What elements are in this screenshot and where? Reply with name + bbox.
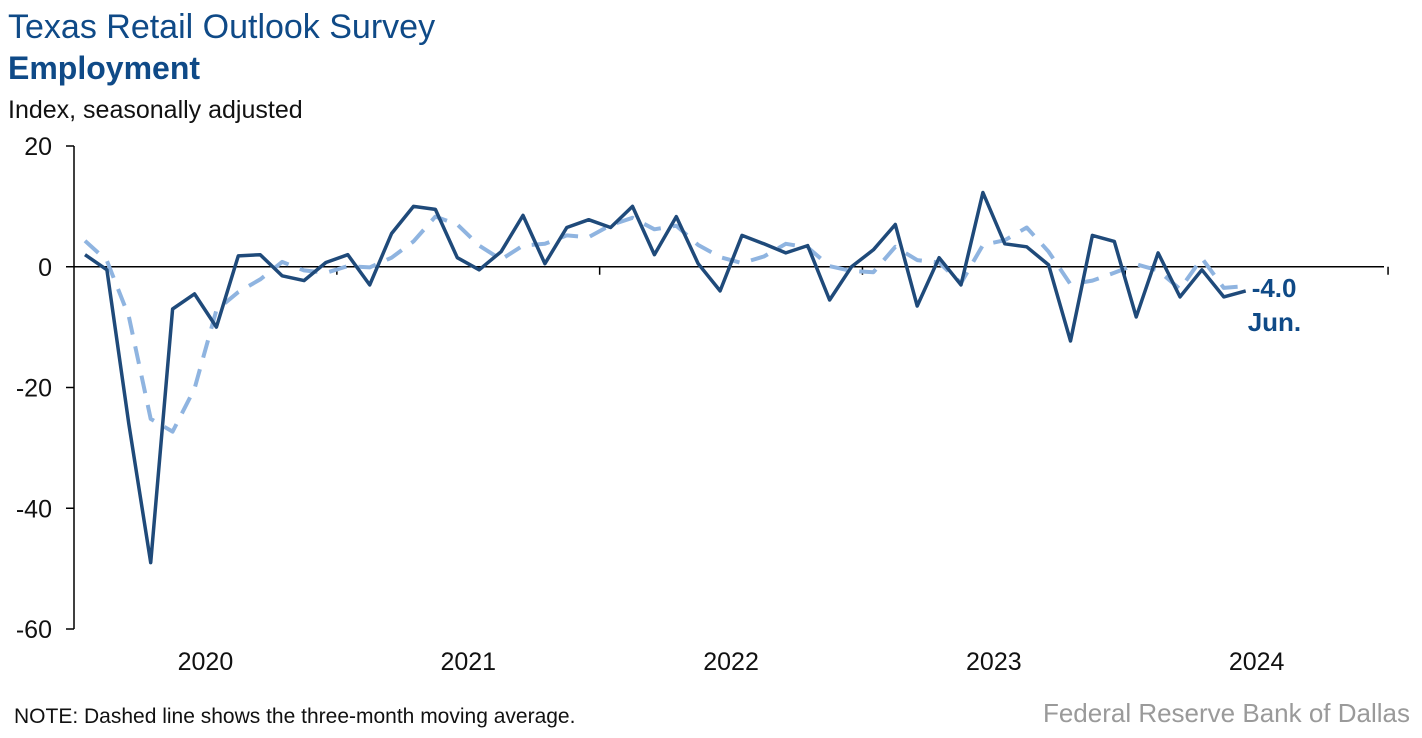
y-axis-units-label: Index, seasonally adjusted	[8, 96, 303, 124]
x-tick-label: 2021	[440, 648, 496, 676]
y-tick-label: -40	[16, 495, 52, 523]
source-credit: Federal Reserve Bank of Dallas	[1042, 698, 1410, 728]
axes: 20 0 -20 -40 -60 2020 2021 2022 2023 2024	[16, 133, 1389, 676]
moving-average-line	[83, 214, 1246, 434]
y-tick-label: 20	[24, 133, 52, 161]
x-tick-label: 2024	[1229, 648, 1285, 676]
latest-month-label: Jun.	[1248, 307, 1301, 337]
footnote: NOTE: Dashed line shows the three-month …	[14, 705, 576, 728]
y-tick-label: -20	[16, 375, 52, 403]
x-tick-label: 2020	[178, 648, 234, 676]
chart-title: Texas Retail Outlook Survey	[8, 8, 436, 46]
latest-value-label: -4.0	[1252, 273, 1297, 303]
y-tick-label: -60	[16, 616, 52, 644]
x-tick-label: 2023	[966, 648, 1022, 676]
x-tick-label: 2022	[703, 648, 759, 676]
y-tick-label: 0	[38, 254, 52, 282]
series-layer	[83, 190, 1247, 565]
chart-subtitle: Employment	[8, 50, 201, 86]
index-line	[84, 190, 1247, 565]
